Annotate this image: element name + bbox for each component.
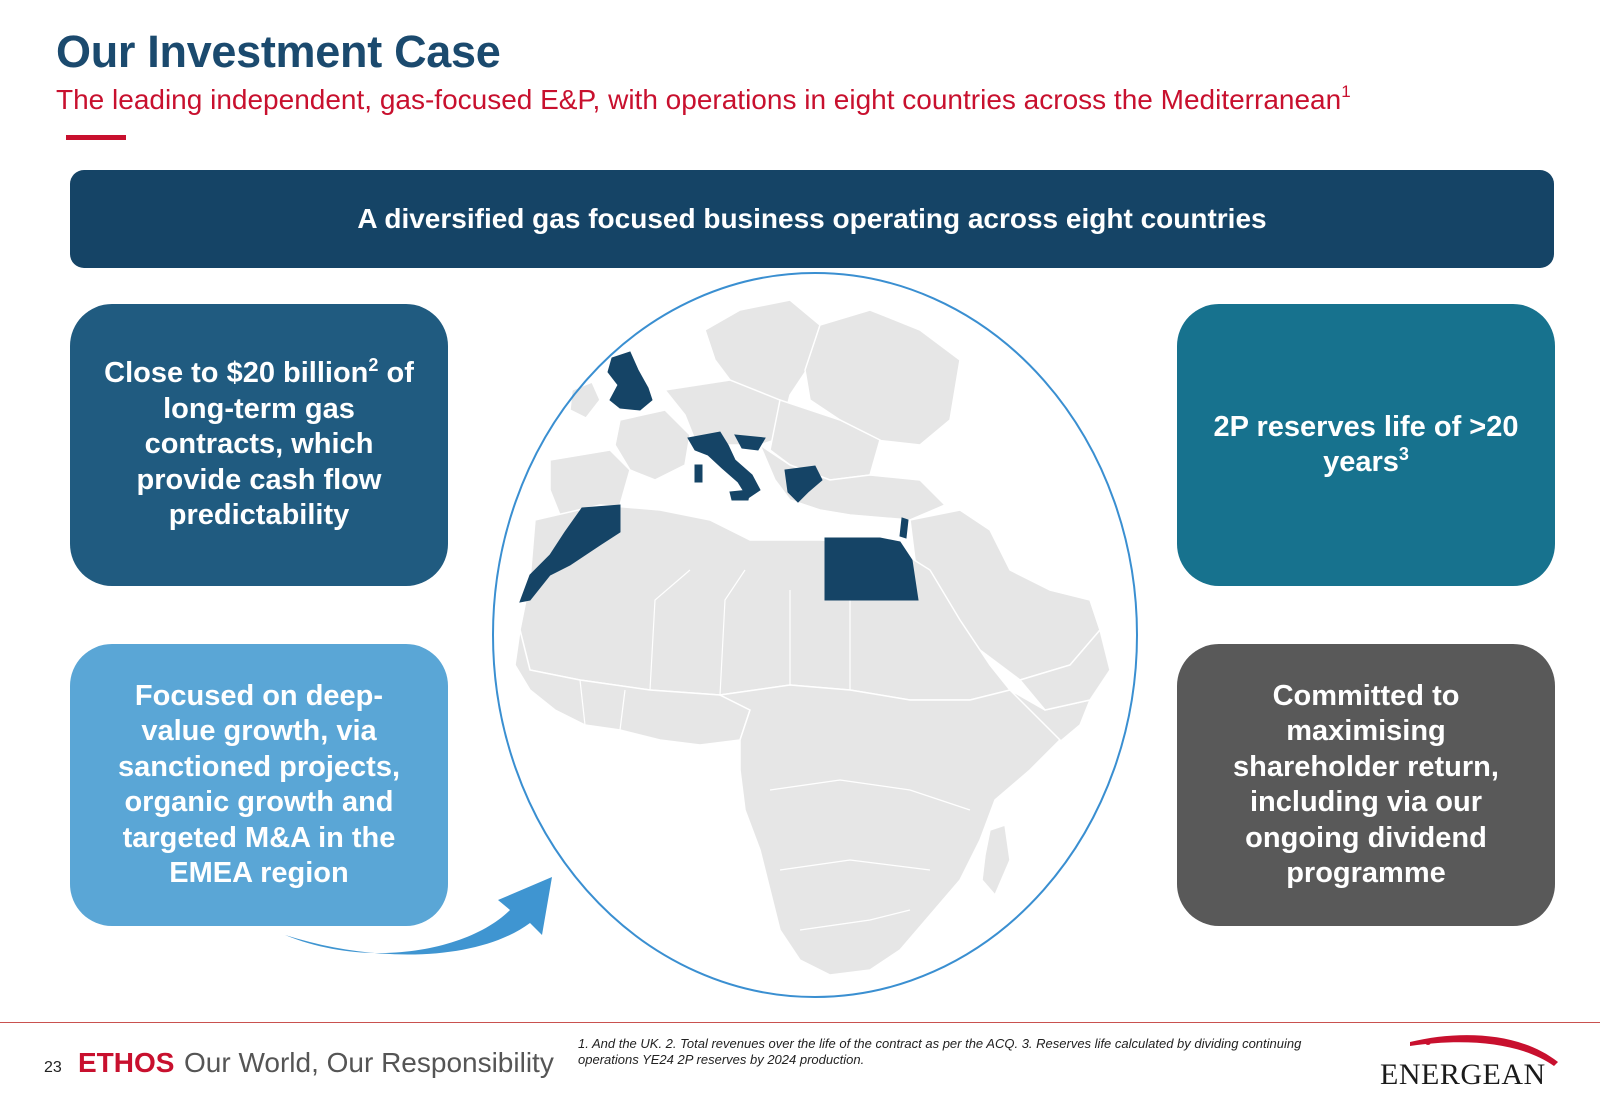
country-egypt [824,537,919,601]
map-land [514,299,1111,976]
growth-box: Focused on deep-value growth, via sancti… [70,644,448,926]
map-circle-frame [492,272,1138,998]
title-accent-rule [66,135,126,140]
contracts-box-body: of long-term gas contracts, which provid… [136,357,414,532]
logo-wordmark: Energean [1380,1058,1546,1091]
contracts-box-lead: Close to $20 billion [104,357,369,390]
country-croatia [734,434,766,451]
energean-logo-swoosh-icon [1410,1035,1558,1066]
country-italy [687,431,761,499]
curved-arrow-icon [285,877,552,955]
country-israel [899,517,909,539]
headline-banner: A diversified gas focused business opera… [70,170,1554,268]
page-number: 23 [44,1059,62,1076]
footnotes: 1. And the UK. 2. Total revenues over th… [578,1036,1302,1067]
growth-box-text: Focused on deep-value growth, via sancti… [117,679,400,890]
operations-map [492,272,1138,998]
map-borders [579,569,971,931]
energean-logo-text: Energean [1380,1058,1546,1092]
footer-rule [0,1022,1600,1023]
contracts-footnote-marker: 2 [368,355,379,376]
contracts-box: Close to $20 billion2 of long-term gas c… [70,304,448,586]
country-morocco [519,504,621,603]
map-highlighted-countries [519,351,919,603]
shareholder-return-box-text: Committed to maximising shareholder retu… [1233,679,1499,890]
country-greece [784,465,823,503]
contracts-box-text: Close to $20 billion2 of long-term gas c… [100,356,418,534]
page-subtitle: The leading independent, gas-focused E&P… [56,82,1351,116]
subtitle-footnote-marker: 1 [1341,82,1351,101]
banner-text: A diversified gas focused business opera… [357,203,1267,234]
reserves-box-text: 2P reserves life of >20 years3 [1207,410,1525,481]
shareholder-return-box: Committed to maximising shareholder retu… [1177,644,1555,926]
reserves-box: 2P reserves life of >20 years3 [1177,304,1555,586]
ethos-brand: ETHOS [78,1047,175,1078]
subtitle-text: The leading independent, gas-focused E&P… [56,84,1342,115]
reserves-box-body: 2P reserves life of >20 years [1213,410,1519,479]
page-title: Our Investment Case [56,26,501,77]
ethos-tagline: Our World, Our Responsibility [184,1047,554,1078]
reserves-footnote-marker: 3 [1398,444,1409,464]
country-uk [607,351,653,411]
country-italy-islands [694,464,751,501]
